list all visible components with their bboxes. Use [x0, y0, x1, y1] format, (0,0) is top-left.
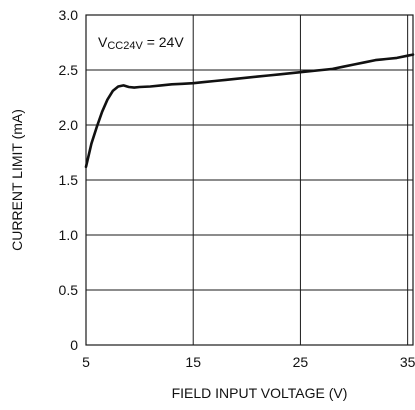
y-tick-label: 2.5 — [59, 62, 79, 78]
tick-labels: 0 0.5 1.0 1.5 2.0 2.5 3.0 5 15 25 35 — [59, 7, 415, 370]
x-tick-label: 5 — [82, 354, 90, 370]
vcc-annotation: VCC24V = 24V — [98, 34, 184, 52]
x-tick-label: 15 — [185, 354, 201, 370]
grid-lines — [85, 14, 413, 346]
x-tick-label: 25 — [293, 354, 309, 370]
y-tick-label: 0.5 — [59, 282, 79, 298]
annotation-main: V — [98, 34, 108, 50]
current-limit-curve — [84, 53, 415, 169]
y-tick-label: 0 — [70, 337, 78, 353]
y-tick-label: 3.0 — [59, 7, 79, 23]
annotation-suffix: = 24V — [143, 34, 185, 50]
y-axis-label: CURRENT LIMIT (mA) — [9, 109, 25, 251]
plot-frame — [85, 14, 414, 346]
x-axis-label: FIELD INPUT VOLTAGE (V) — [172, 385, 348, 401]
y-tick-label: 1.0 — [59, 227, 79, 243]
y-tick-label: 1.5 — [59, 172, 79, 188]
x-tick-label: 35 — [400, 354, 415, 370]
y-tick-label: 2.0 — [59, 117, 79, 133]
annotation-sub: CC24V — [107, 40, 143, 52]
